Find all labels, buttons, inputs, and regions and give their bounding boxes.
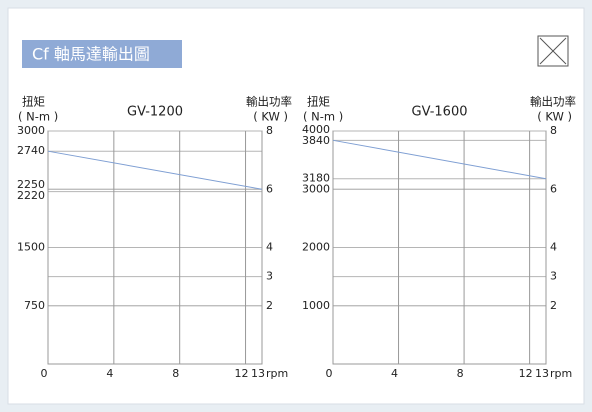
y-tick-label: 2250 — [17, 178, 45, 191]
x-tick-label: 13 — [535, 367, 549, 380]
x-tick-label: 12 — [519, 367, 533, 380]
x-tick-label: 13 — [251, 367, 265, 380]
x-tick-label: 8 — [172, 367, 179, 380]
panel — [7, 7, 585, 405]
y-axis-unit: ( N-m ) — [303, 110, 343, 124]
y-tick-label: 750 — [24, 299, 45, 312]
x-axis-unit: rpm — [266, 367, 288, 380]
x-tick-label: 4 — [391, 367, 398, 380]
y2-tick-label: 6 — [266, 182, 273, 195]
y2-tick-label: 2 — [550, 299, 557, 312]
x-tick-label: 0 — [326, 367, 333, 380]
close-x — [539, 37, 567, 65]
torque-line — [332, 139, 547, 180]
y-axis-label: 扭矩 — [22, 95, 45, 109]
x-tick-label: 4 — [106, 367, 113, 380]
y2-axis-unit: ( KW ) — [537, 110, 572, 124]
x-tick-label: 12 — [235, 367, 249, 380]
y-tick-label: 2000 — [302, 241, 330, 254]
y-tick-label: 2220 — [17, 189, 45, 202]
y-tick-label: 1000 — [302, 299, 330, 312]
x-axis-unit: rpm — [550, 367, 572, 380]
y-tick-label: 4000 — [302, 123, 330, 136]
close-button[interactable] — [537, 35, 569, 67]
y2-axis-label: 輸出功率 — [530, 95, 576, 109]
y-tick-label: 3000 — [302, 183, 330, 196]
y2-axis-label: 輸出功率 — [246, 95, 292, 109]
y2-tick-label: 2 — [266, 299, 273, 312]
y-tick-label: 1500 — [17, 241, 45, 254]
x-tick-label: 8 — [457, 367, 464, 380]
y2-tick-label: 8 — [550, 124, 557, 137]
chart-title: GV-1200 — [127, 105, 183, 120]
y-axis-label: 扭矩 — [307, 95, 330, 109]
y-axis-unit: ( N-m ) — [18, 110, 58, 124]
y2-tick-label: 3 — [550, 270, 557, 283]
y2-tick-label: 6 — [550, 182, 557, 195]
y2-tick-label: 4 — [266, 241, 273, 254]
y-tick-label: 3180 — [302, 172, 330, 185]
y2-tick-label: 4 — [550, 241, 557, 254]
y-tick-label: 3000 — [17, 124, 45, 137]
y2-tick-label: 8 — [266, 124, 273, 137]
y2-tick-label: 3 — [266, 270, 273, 283]
y-tick-label: 3840 — [302, 134, 330, 147]
page-title: Cf 軸馬達輸出圖 — [32, 45, 150, 64]
title-box — [22, 40, 182, 68]
y2-axis-unit: ( KW ) — [253, 110, 288, 124]
torque-line — [47, 150, 263, 190]
y-tick-label: 2740 — [17, 144, 45, 157]
x-tick-label: 0 — [41, 367, 48, 380]
chart-title: GV-1600 — [412, 105, 468, 120]
